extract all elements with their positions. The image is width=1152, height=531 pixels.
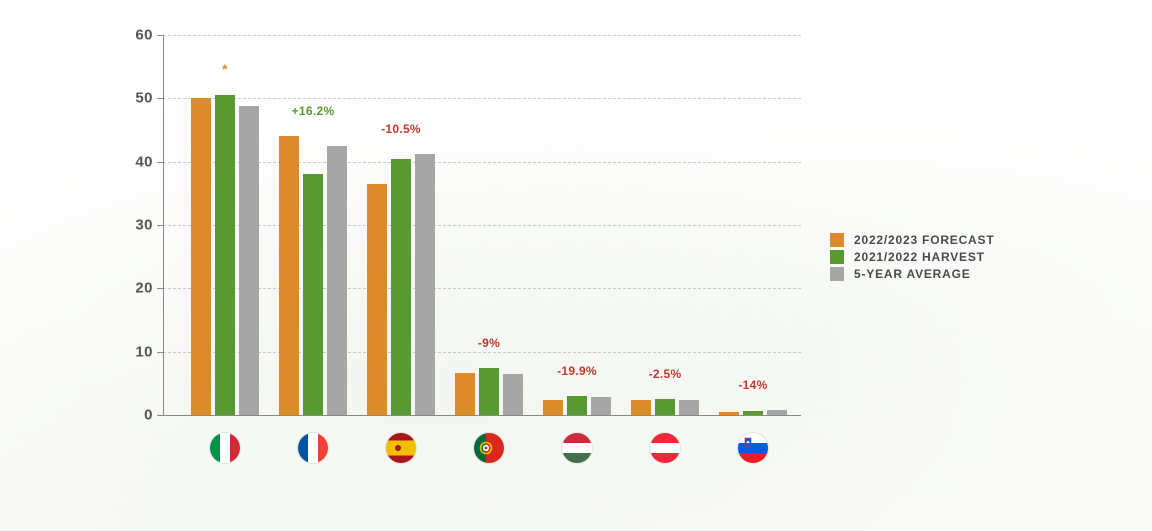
flag-hungary-icon [562,433,592,463]
bar-portugal-harvest [479,368,499,415]
pct-label-france: +16.2% [292,104,335,118]
bar-italy-avg5 [239,106,259,415]
bar-group-hungary: -19.9% [543,35,611,415]
bar-italy-forecast [191,98,211,415]
legend-swatch-avg5 [830,267,844,281]
bar-austria-avg5 [679,400,699,415]
flag-france-icon [298,433,328,463]
bar-france-avg5 [327,146,347,415]
flag-slovenia-icon [738,433,768,463]
bar-austria-forecast [631,400,651,415]
pct-label-austria: -2.5% [649,367,682,381]
bar-france-forecast [279,136,299,415]
bar-group-portugal: -9% [455,35,523,415]
legend-swatch-forecast [830,233,844,247]
legend-label-avg5: 5-YEAR AVERAGE [854,267,971,281]
bar-slovenia-forecast [719,412,739,415]
bar-hungary-harvest [567,396,587,415]
legend-item-harvest: 2021/2022 HARVEST [830,250,994,264]
bar-slovenia-harvest [743,411,763,415]
legend-item-forecast: 2022/2023 FORECAST [830,233,994,247]
bar-group-slovenia: -14% [719,35,787,415]
bar-hungary-avg5 [591,397,611,415]
legend-item-avg5: 5-YEAR AVERAGE [830,267,994,281]
legend-swatch-harvest [830,250,844,264]
pct-label-italy: * [222,61,228,77]
bar-france-harvest [303,174,323,415]
legend-label-forecast: 2022/2023 FORECAST [854,233,994,247]
flag-italy-icon [210,433,240,463]
pct-label-slovenia: -14% [738,378,767,392]
bar-slovenia-avg5 [767,410,787,415]
bar-italy-harvest [215,95,235,415]
pct-label-hungary: -19.9% [557,364,597,378]
bar-portugal-avg5 [503,374,523,415]
bar-portugal-forecast [455,373,475,415]
legend-label-harvest: 2021/2022 HARVEST [854,250,985,264]
bar-chart: 0102030405060*+16.2%-10.5%-9%-19.9%-2.5%… [163,35,801,415]
flag-portugal-icon [474,433,504,463]
bar-hungary-forecast [543,400,563,415]
bar-austria-harvest [655,399,675,415]
x-axis [163,415,801,416]
flag-austria-icon [650,433,680,463]
legend: 2022/2023 FORECAST 2021/2022 HARVEST 5-YEA… [830,230,994,284]
bar-group-austria: -2.5% [631,35,699,415]
bar-group-spain: -10.5% [367,35,435,415]
y-axis [163,35,164,415]
bar-group-france: +16.2% [279,35,347,415]
pct-label-spain: -10.5% [381,122,421,136]
bar-spain-harvest [391,159,411,416]
bar-group-italy: * [191,35,259,415]
bar-spain-forecast [367,184,387,415]
bar-spain-avg5 [415,154,435,415]
flag-spain-icon [386,433,416,463]
pct-label-portugal: -9% [478,336,500,350]
